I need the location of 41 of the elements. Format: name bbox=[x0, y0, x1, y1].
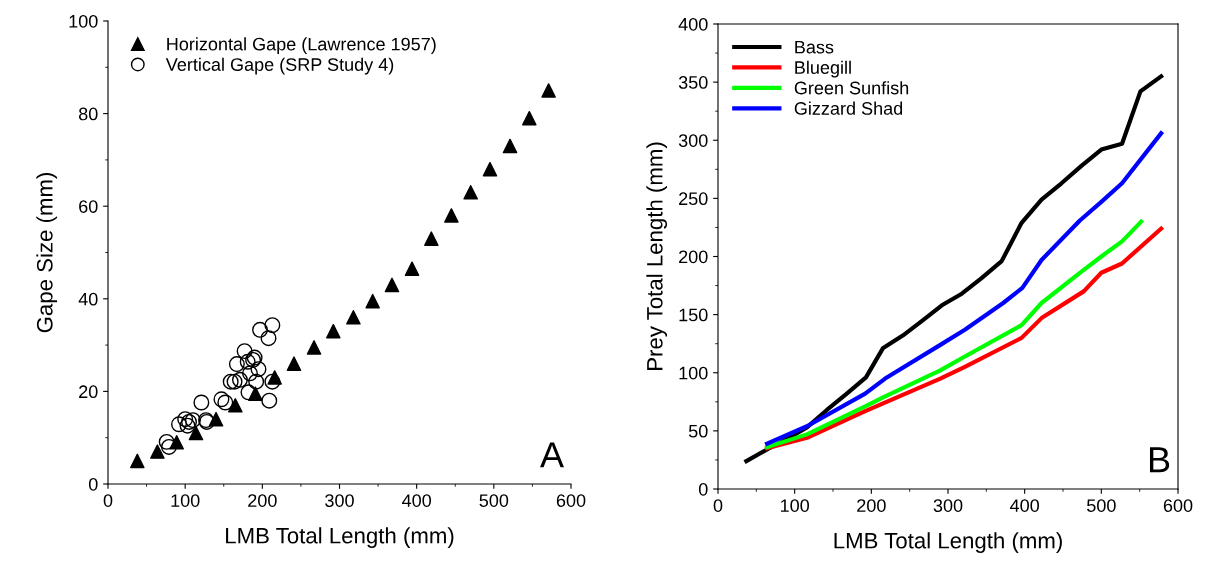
x-tick-label: 200 bbox=[248, 494, 277, 507]
annotation: A bbox=[540, 442, 564, 468]
x-tick-label: 400 bbox=[1010, 499, 1040, 512]
x-tick-label: 200 bbox=[857, 499, 886, 512]
y-tick-label: 20 bbox=[79, 385, 98, 399]
y-tick-label: 80 bbox=[78, 107, 98, 121]
x-tick-label: 300 bbox=[325, 494, 354, 507]
x-tick-label: 0 bbox=[713, 499, 723, 512]
x-tick-label: 600 bbox=[1163, 499, 1193, 512]
x-tick-label: 500 bbox=[1086, 499, 1116, 512]
y-tick-label: 400 bbox=[678, 17, 708, 31]
x-tick-label: 600 bbox=[556, 494, 586, 507]
legend-label: Gizzard Shad bbox=[794, 101, 903, 115]
y-tick-label: 60 bbox=[79, 200, 98, 213]
annotation: B bbox=[1149, 447, 1170, 473]
y-axis-title: Prey Total Length (mm) bbox=[646, 142, 668, 370]
y-tick-label: 350 bbox=[678, 76, 708, 89]
y-tick-label: 0 bbox=[88, 477, 98, 491]
legend-label: Vertical Gape (SRP Study 4) bbox=[165, 57, 394, 75]
x-axis-title: LMB Total Length (mm) bbox=[834, 532, 1062, 553]
y-axis-title: Gape Size (mm) bbox=[36, 172, 58, 333]
y-tick-label: 300 bbox=[678, 134, 708, 147]
legend-label: Green Sunfish bbox=[794, 81, 909, 95]
legend-label: Bass bbox=[795, 40, 834, 54]
legend-label: Bluegill bbox=[795, 60, 851, 78]
x-tick-label: 100 bbox=[171, 494, 200, 507]
x-tick-label: 300 bbox=[933, 499, 963, 512]
y-tick-label: 100 bbox=[679, 366, 708, 380]
y-tick-label: 250 bbox=[679, 192, 708, 206]
x-tick-label: 500 bbox=[479, 494, 509, 507]
x-tick-label: 0 bbox=[103, 494, 113, 507]
x-axis-title: LMB Total Length (mm) bbox=[226, 527, 454, 548]
legend-label: Horizontal Gape (Lawrence 1957) bbox=[167, 37, 436, 55]
y-tick-label: 50 bbox=[688, 424, 708, 438]
y-tick-label: 0 bbox=[698, 482, 708, 496]
y-tick-label: 40 bbox=[78, 292, 98, 306]
y-tick-label: 100 bbox=[69, 14, 98, 28]
y-tick-label: 150 bbox=[679, 308, 708, 322]
y-tick-label: 200 bbox=[679, 250, 708, 264]
x-tick-label: 100 bbox=[780, 499, 810, 512]
x-tick-label: 400 bbox=[402, 494, 432, 507]
